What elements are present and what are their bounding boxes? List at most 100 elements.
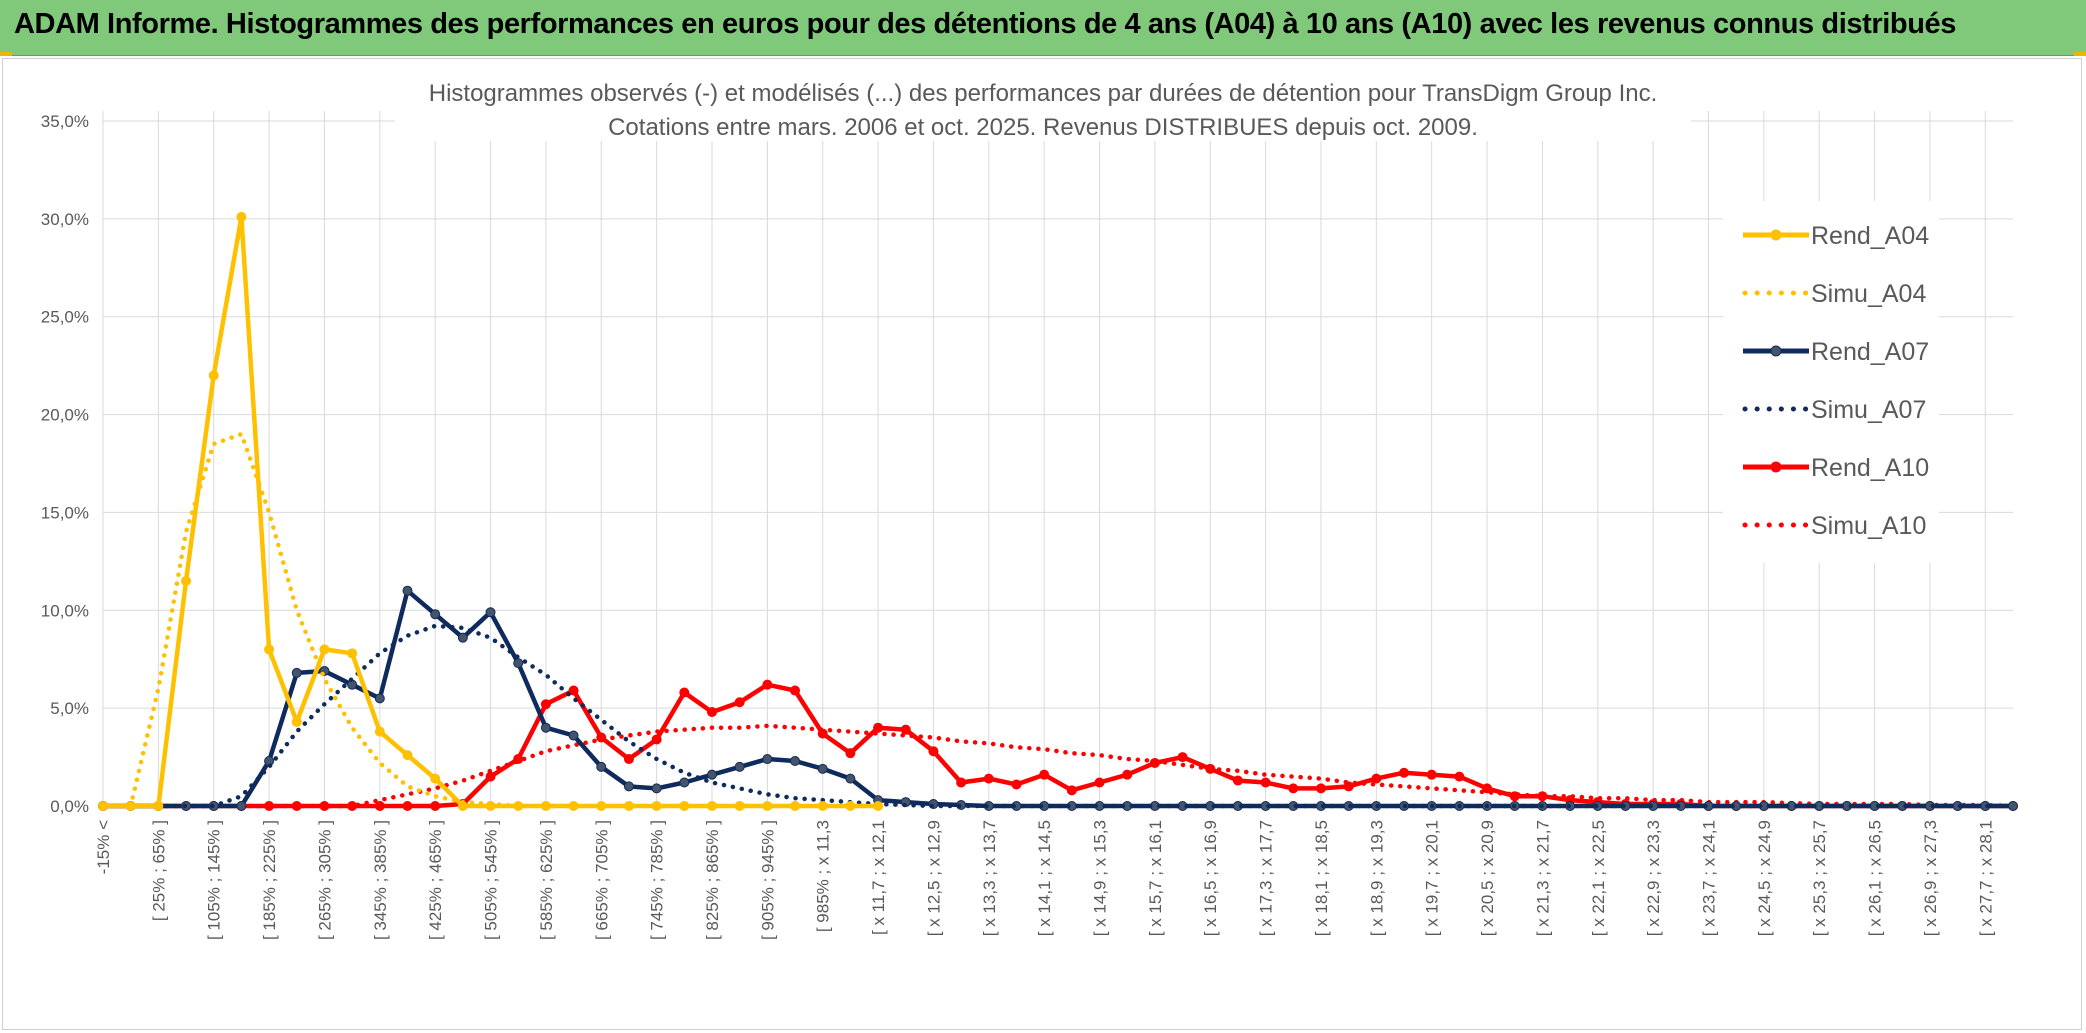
data-point-Rend_A10 <box>402 801 413 811</box>
x-tick-label: [ 745% ; 785% ] <box>648 820 667 940</box>
y-tick-label: 25,0% <box>41 308 89 327</box>
data-point-Rend_A07 <box>596 761 607 772</box>
x-tick-label: [ 905% ; 945% ] <box>758 820 777 940</box>
banner-corner-right <box>2074 52 2086 56</box>
data-point-Rend_A10 <box>1315 783 1326 794</box>
legend-label-Simu_A10: Simu_A10 <box>1811 512 1926 540</box>
y-tick-label: 0,0% <box>50 797 89 816</box>
data-point-Rend_A10 <box>1011 779 1022 790</box>
data-point-Rend_A04 <box>181 575 192 586</box>
data-point-Rend_A07 <box>430 609 441 620</box>
x-tick-label: [ x 25,3 ; x 25,7 <box>1810 820 1829 936</box>
x-tick-label: [ 25% ; 65% ] <box>149 820 168 921</box>
data-point-Rend_A10 <box>1371 773 1382 784</box>
y-tick-label: 10,0% <box>41 601 89 620</box>
data-point-Rend_A10 <box>374 801 385 811</box>
data-point-Rend_A10 <box>1454 771 1465 782</box>
chart-subtitle: Cotations entre mars. 2006 et oct. 2025.… <box>608 114 1478 141</box>
data-point-Rend_A10 <box>873 722 884 733</box>
x-tick-label: [ x 15,7 ; x 16,1 <box>1146 820 1165 936</box>
data-point-Rend_A10 <box>762 679 773 690</box>
x-tick-label: [ 265% ; 305% ] <box>315 820 334 940</box>
data-point-Rend_A07 <box>402 585 413 596</box>
data-point-Rend_A10 <box>1177 752 1188 763</box>
data-point-Rend_A07 <box>651 783 662 794</box>
data-point-Rend_A10 <box>1426 769 1437 780</box>
x-tick-label: [ x 19,7 ; x 20,1 <box>1423 820 1442 936</box>
data-point-Rend_A07 <box>623 781 634 792</box>
data-point-Rend_A10 <box>1039 769 1050 780</box>
data-point-Rend_A10 <box>540 699 551 710</box>
series-line-Rend_A07 <box>103 588 2013 809</box>
x-tick-label: [ x 18,9 ; x 19,3 <box>1367 820 1386 936</box>
data-point-Rend_A10 <box>568 685 579 696</box>
data-point-Rend_A07 <box>568 730 579 741</box>
data-point-Rend_A07 <box>291 667 302 678</box>
data-point-Rend_A04 <box>208 370 219 381</box>
legend-label-Rend_A07: Rend_A07 <box>1811 338 1929 366</box>
data-point-Rend_A10 <box>1399 767 1410 778</box>
legend-bg <box>1723 201 1939 563</box>
data-point-Rend_A04 <box>873 801 884 811</box>
data-point-Rend_A10 <box>1066 785 1077 796</box>
data-point-Rend_A10 <box>1122 769 1133 780</box>
legend-label-Rend_A04: Rend_A04 <box>1811 222 1929 250</box>
y-tick-label: 35,0% <box>41 112 89 131</box>
data-point-Rend_A07 <box>457 632 468 643</box>
legend-label-Simu_A04: Simu_A04 <box>1811 280 1926 308</box>
x-tick-label: [ x 21,3 ; x 21,7 <box>1533 820 1552 936</box>
chart-title: Histogrammes observés (-) et modélisés (… <box>429 80 1658 107</box>
data-point-Rend_A10 <box>1232 775 1243 786</box>
x-tick-label: [ x 22,9 ; x 23,3 <box>1644 820 1663 936</box>
chart-title-bg <box>395 73 1691 141</box>
data-point-Rend_A10 <box>679 687 690 698</box>
data-point-Rend_A10 <box>1260 777 1271 788</box>
data-point-Rend_A10 <box>485 771 496 782</box>
x-tick-label: -15% < <box>94 820 113 874</box>
report-title: ADAM Informe. Histogrammes des performan… <box>14 8 1956 40</box>
y-tick-label: 15,0% <box>41 503 89 522</box>
x-tick-label: [ x 27,7 ; x 28,1 <box>1976 820 1995 936</box>
legend-marker-Rend_A10 <box>1770 461 1782 473</box>
data-point-Rend_A07 <box>374 693 385 704</box>
data-point-Rend_A10 <box>1288 783 1299 794</box>
data-point-Rend_A10 <box>928 746 939 757</box>
data-point-Rend_A04 <box>319 644 330 655</box>
x-tick-label: [ 665% ; 705% ] <box>592 820 611 940</box>
data-point-Rend_A04 <box>347 648 358 659</box>
x-tick-label: [ x 11,7 ; x 12,1 <box>869 820 888 935</box>
series-line-Rend_A10 <box>103 682 2013 809</box>
data-point-Rend_A10 <box>734 697 745 708</box>
series-line-Simu_A10 <box>100 723 2016 809</box>
data-point-Rend_A07 <box>817 763 828 774</box>
data-point-Rend_A04 <box>402 750 413 761</box>
x-tick-label: [ 585% ; 625% ] <box>537 820 556 940</box>
chart-area: 0,0% 5,0% 10,0% 15,0% 20,0% 25,0% 30,0% 35,0% -1… <box>2 58 2082 1030</box>
x-tick-label: [ 185% ; 225% ] <box>260 820 279 940</box>
x-tick-label: [ 985% ; x 11,3 <box>814 820 833 932</box>
data-point-Rend_A07 <box>2008 801 2018 811</box>
data-point-Rend_A07 <box>236 801 247 811</box>
x-tick-label: [ 425% ; 465% ] <box>426 820 445 940</box>
data-point-Rend_A07 <box>706 769 717 780</box>
data-point-Rend_A07 <box>762 754 773 765</box>
x-tick-label: [ 345% ; 385% ] <box>371 820 390 940</box>
legend-marker-Rend_A07 <box>1770 345 1782 357</box>
x-tick-label: [ x 22,1 ; x 22,5 <box>1589 820 1608 936</box>
x-tick-label: [ x 16,5 ; x 16,9 <box>1201 820 1220 936</box>
data-point-Rend_A04 <box>264 644 275 655</box>
x-tick-label: [ 105% ; 145% ] <box>205 820 224 940</box>
data-point-Rend_A10 <box>1094 777 1105 788</box>
x-tick-label: [ x 18,1 ; x 18,5 <box>1312 820 1331 936</box>
data-point-Rend_A10 <box>845 748 856 759</box>
data-point-Rend_A10 <box>706 707 717 718</box>
data-point-Rend_A10 <box>956 777 967 788</box>
banner-corner-left <box>0 52 12 56</box>
data-point-Rend_A07 <box>790 755 801 766</box>
data-point-Rend_A04 <box>374 726 385 737</box>
x-tick-label: [ x 17,3 ; x 17,7 <box>1257 820 1276 936</box>
y-tick-label: 20,0% <box>41 406 89 425</box>
legend-label-Rend_A10: Rend_A10 <box>1811 454 1929 482</box>
data-point-Rend_A10 <box>651 734 662 745</box>
x-tick-label: [ x 12,5 ; x 12,9 <box>924 820 943 936</box>
